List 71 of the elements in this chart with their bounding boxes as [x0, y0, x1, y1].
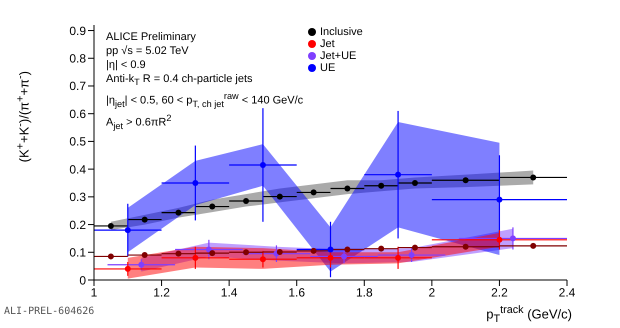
point	[412, 244, 418, 251]
y-tick-label: 0.5	[69, 134, 86, 149]
point	[260, 162, 266, 168]
x-tick-label: 1	[90, 286, 98, 300]
point	[408, 252, 415, 258]
point	[412, 180, 418, 186]
point	[276, 194, 283, 200]
point	[209, 250, 216, 256]
point	[209, 204, 216, 210]
legend-label: Jet	[320, 38, 335, 50]
point	[206, 246, 212, 253]
point	[192, 180, 198, 186]
point	[496, 196, 502, 203]
point	[328, 246, 334, 253]
y-tick-label: 0.6	[69, 106, 86, 121]
point	[462, 177, 469, 184]
point	[243, 198, 250, 204]
annotation: |η| < 0.9	[106, 58, 147, 72]
y-tick-label: 0.2	[69, 218, 86, 232]
annotation: |η$_{jet}$| < 0.5, 60 < p$_{T, ch jet}$$^{raw}$ < 140 GeV/c	[106, 90, 304, 112]
x-tick-label: 1.2	[153, 286, 170, 300]
legend-label: Jet+UE	[320, 50, 356, 62]
point	[175, 250, 182, 257]
point	[310, 189, 317, 196]
y-tick-label: 0.1	[69, 246, 86, 260]
point	[395, 172, 402, 178]
x-tick-label: 1.4	[220, 286, 238, 300]
annotation: A$_{jet}$ > 0.6πR$^{2}$	[106, 112, 172, 133]
point	[462, 244, 469, 250]
x-tick-label: 1.6	[288, 286, 306, 300]
point	[378, 182, 384, 189]
point	[510, 235, 516, 242]
x-tick-label: 2.2	[491, 286, 508, 300]
y-tick-label: 0.8	[69, 52, 86, 66]
point	[142, 216, 148, 223]
point	[192, 254, 198, 261]
point	[108, 253, 114, 260]
point	[138, 262, 144, 268]
y-tick-label: 0.3	[69, 190, 86, 204]
legend-label: Inclusive	[320, 26, 363, 38]
x-axis-title: p$_{T}$$^{track}$ (GeV/c)	[486, 304, 572, 325]
point	[124, 266, 131, 272]
point	[310, 248, 317, 254]
point	[108, 222, 114, 229]
point	[175, 210, 182, 216]
point	[260, 256, 266, 262]
point	[530, 242, 536, 249]
point	[328, 254, 334, 261]
point	[142, 252, 148, 258]
legend-label: UE	[320, 62, 336, 74]
point	[124, 227, 131, 234]
y-tick-label: 0	[79, 273, 86, 288]
point	[344, 246, 350, 253]
y-tick-label: 0.4	[69, 162, 86, 176]
x-tick-label: 2	[428, 286, 436, 300]
point	[496, 236, 502, 243]
y-tick-label: 0.9	[69, 24, 86, 38]
annotation: pp √s = 5.02 TeV	[106, 44, 190, 58]
point	[276, 249, 283, 256]
x-tick-label: 2.4	[558, 286, 576, 300]
point	[378, 246, 384, 252]
y-tick-label: 0.7	[69, 79, 86, 94]
point	[344, 186, 350, 192]
point	[243, 249, 250, 256]
annotation: Anti-k$_{T}$ R = 0.4 ch-particle jets	[106, 72, 254, 90]
x-tick-label: 1.8	[356, 286, 373, 300]
point	[530, 174, 536, 180]
point	[341, 253, 348, 260]
text: ALI-PREL-604626	[4, 306, 94, 317]
point	[395, 254, 402, 261]
annotation: ALICE Preliminary	[106, 30, 197, 44]
